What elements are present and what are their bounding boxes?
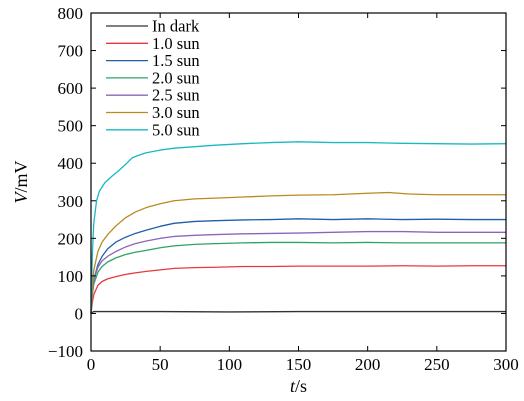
x-tick-label: 100 bbox=[217, 355, 243, 374]
y-axis-label-var: V bbox=[11, 191, 31, 204]
series-line-1 bbox=[90, 265, 506, 314]
legend-label-2: 1.5 sun bbox=[152, 51, 200, 70]
series-line-0 bbox=[90, 310, 506, 314]
y-tick-label: 100 bbox=[58, 267, 84, 286]
x-tick-label: 250 bbox=[424, 355, 450, 374]
series-line-6 bbox=[90, 141, 507, 314]
x-tick-label: 0 bbox=[87, 355, 96, 374]
x-axis-label: t/s bbox=[290, 376, 307, 396]
plot-lines bbox=[90, 141, 507, 314]
y-tick-label: 400 bbox=[58, 154, 84, 173]
series-line-3 bbox=[90, 241, 506, 314]
axis-ticks bbox=[90, 12, 507, 352]
legend-label-4: 2.5 sun bbox=[152, 86, 200, 105]
y-tick-label: 200 bbox=[58, 229, 84, 248]
y-tick-label: 500 bbox=[58, 117, 84, 136]
x-axis-label-var: t bbox=[290, 376, 296, 396]
y-tick-label: 0 bbox=[75, 304, 84, 323]
series-line-4 bbox=[90, 230, 506, 314]
y-axis-label: V/mV bbox=[11, 160, 31, 203]
y-tick-label: 300 bbox=[58, 192, 84, 211]
x-tick-label: 50 bbox=[152, 355, 169, 374]
series-line-5 bbox=[90, 191, 506, 314]
tick-labels: 0 50 100 150 200 250 300−100010020030040050060… bbox=[48, 4, 519, 374]
legend-label-1: 1.0 sun bbox=[152, 34, 200, 53]
series-line-2 bbox=[90, 218, 506, 314]
x-axis-label-unit: /s bbox=[295, 376, 307, 396]
legend-label-6: 5.0 sun bbox=[152, 120, 200, 139]
legend-label-0: In dark bbox=[152, 17, 200, 36]
x-tick-label: 200 bbox=[355, 355, 381, 374]
y-tick-label: 700 bbox=[58, 42, 84, 61]
y-tick-label: 800 bbox=[58, 4, 84, 23]
x-tick-label: 300 bbox=[493, 355, 519, 374]
legend-label-3: 2.0 sun bbox=[152, 68, 200, 87]
y-tick-label: −100 bbox=[48, 342, 83, 361]
y-tick-label: 600 bbox=[58, 79, 84, 98]
legend-label-5: 3.0 sun bbox=[152, 103, 200, 122]
y-axis-label-unit: /mV bbox=[11, 160, 31, 192]
x-tick-label: 150 bbox=[286, 355, 312, 374]
